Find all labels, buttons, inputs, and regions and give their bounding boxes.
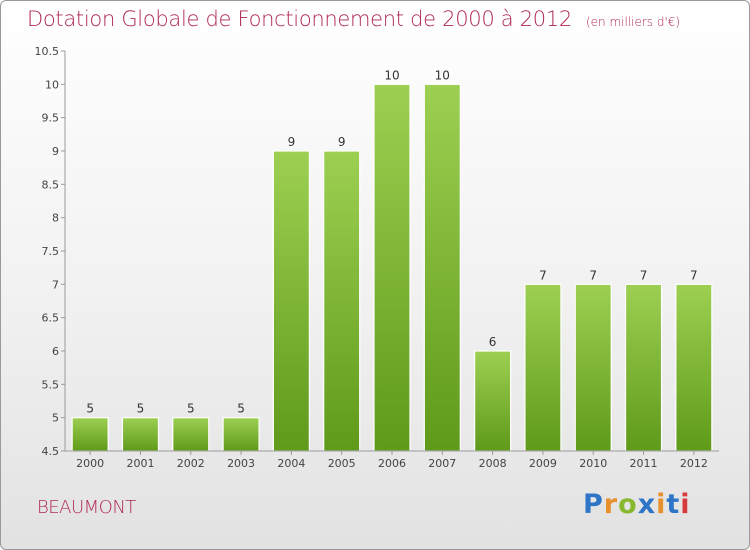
chart-title: Dotation Globale de Fonctionnement de 20…: [27, 7, 680, 31]
y-tick-label: 5: [52, 412, 59, 425]
x-tick-label: 2009: [529, 457, 557, 470]
y-tick-label: 8.5: [42, 178, 60, 191]
y-tick-label: 8: [52, 212, 59, 225]
data-label-2003: 5: [237, 402, 245, 416]
logo-letter: o: [618, 489, 638, 520]
bar-2012: [675, 283, 713, 452]
data-label-2005: 9: [338, 135, 346, 149]
y-tick-label: 10: [45, 78, 59, 91]
data-label-2007: 10: [435, 68, 450, 82]
x-tick-label: 2012: [680, 457, 708, 470]
bar-2003: [222, 417, 260, 452]
x-tick-label: 2006: [378, 457, 406, 470]
data-label-2010: 7: [589, 268, 597, 282]
logo-letter: t: [666, 489, 681, 520]
y-tick-label: 6.5: [42, 312, 60, 325]
y-tick-label: 9: [52, 145, 59, 158]
x-tick-label: 2003: [227, 457, 255, 470]
logo-letter: i: [656, 489, 667, 520]
bar-2002: [172, 417, 210, 452]
data-label-2002: 5: [187, 402, 195, 416]
bar-2011: [624, 283, 663, 452]
x-tick-label: 2004: [277, 457, 305, 470]
bar-2009: [524, 283, 562, 452]
y-tick-label: 7.5: [42, 245, 60, 258]
data-label-2011: 7: [640, 268, 648, 282]
x-tick-label: 2010: [579, 457, 607, 470]
x-tick-label: 2001: [126, 457, 154, 470]
data-label-2009: 7: [539, 268, 547, 282]
proxiti-logo: Proxiti: [583, 489, 691, 520]
y-tick-label: 10.5: [35, 45, 60, 58]
logo-letter: x: [637, 489, 657, 520]
bar-2004: [272, 150, 310, 452]
chart-unit: (en milliers d'€): [585, 15, 681, 29]
y-tick-label: 4.5: [42, 445, 60, 458]
bar-2005: [323, 150, 361, 452]
data-label-2004: 9: [288, 135, 296, 149]
logo-letter: r: [603, 489, 619, 520]
x-tick-label: 2002: [177, 457, 205, 470]
commune-name: BEAUMONT: [37, 497, 136, 518]
x-tick-label: 2005: [328, 457, 356, 470]
y-tick-label: 7: [52, 278, 59, 291]
x-tick-label: 2007: [428, 457, 456, 470]
logo-letter: i: [680, 489, 691, 520]
y-tick-label: 6: [52, 345, 59, 358]
bar-2001: [121, 417, 160, 452]
data-label-2000: 5: [86, 402, 94, 416]
x-tick-label: 2011: [630, 457, 658, 470]
bar-2010: [574, 283, 612, 452]
bar-2006: [373, 83, 411, 452]
logo-letter: P: [583, 489, 604, 520]
bar-2000: [71, 417, 109, 452]
x-tick-label: 2008: [479, 457, 507, 470]
bar-2008: [474, 350, 512, 452]
y-tick-label: 5.5: [42, 378, 60, 391]
data-label-2006: 10: [384, 68, 399, 82]
data-label-2012: 7: [690, 268, 698, 282]
y-tick-label: 9.5: [42, 112, 60, 125]
bar-2007: [423, 83, 461, 452]
x-tick-label: 2000: [76, 457, 104, 470]
chart-title-text: Dotation Globale de Fonctionnement de 20…: [27, 7, 572, 31]
data-label-2001: 5: [137, 402, 145, 416]
data-label-2008: 6: [489, 335, 497, 349]
